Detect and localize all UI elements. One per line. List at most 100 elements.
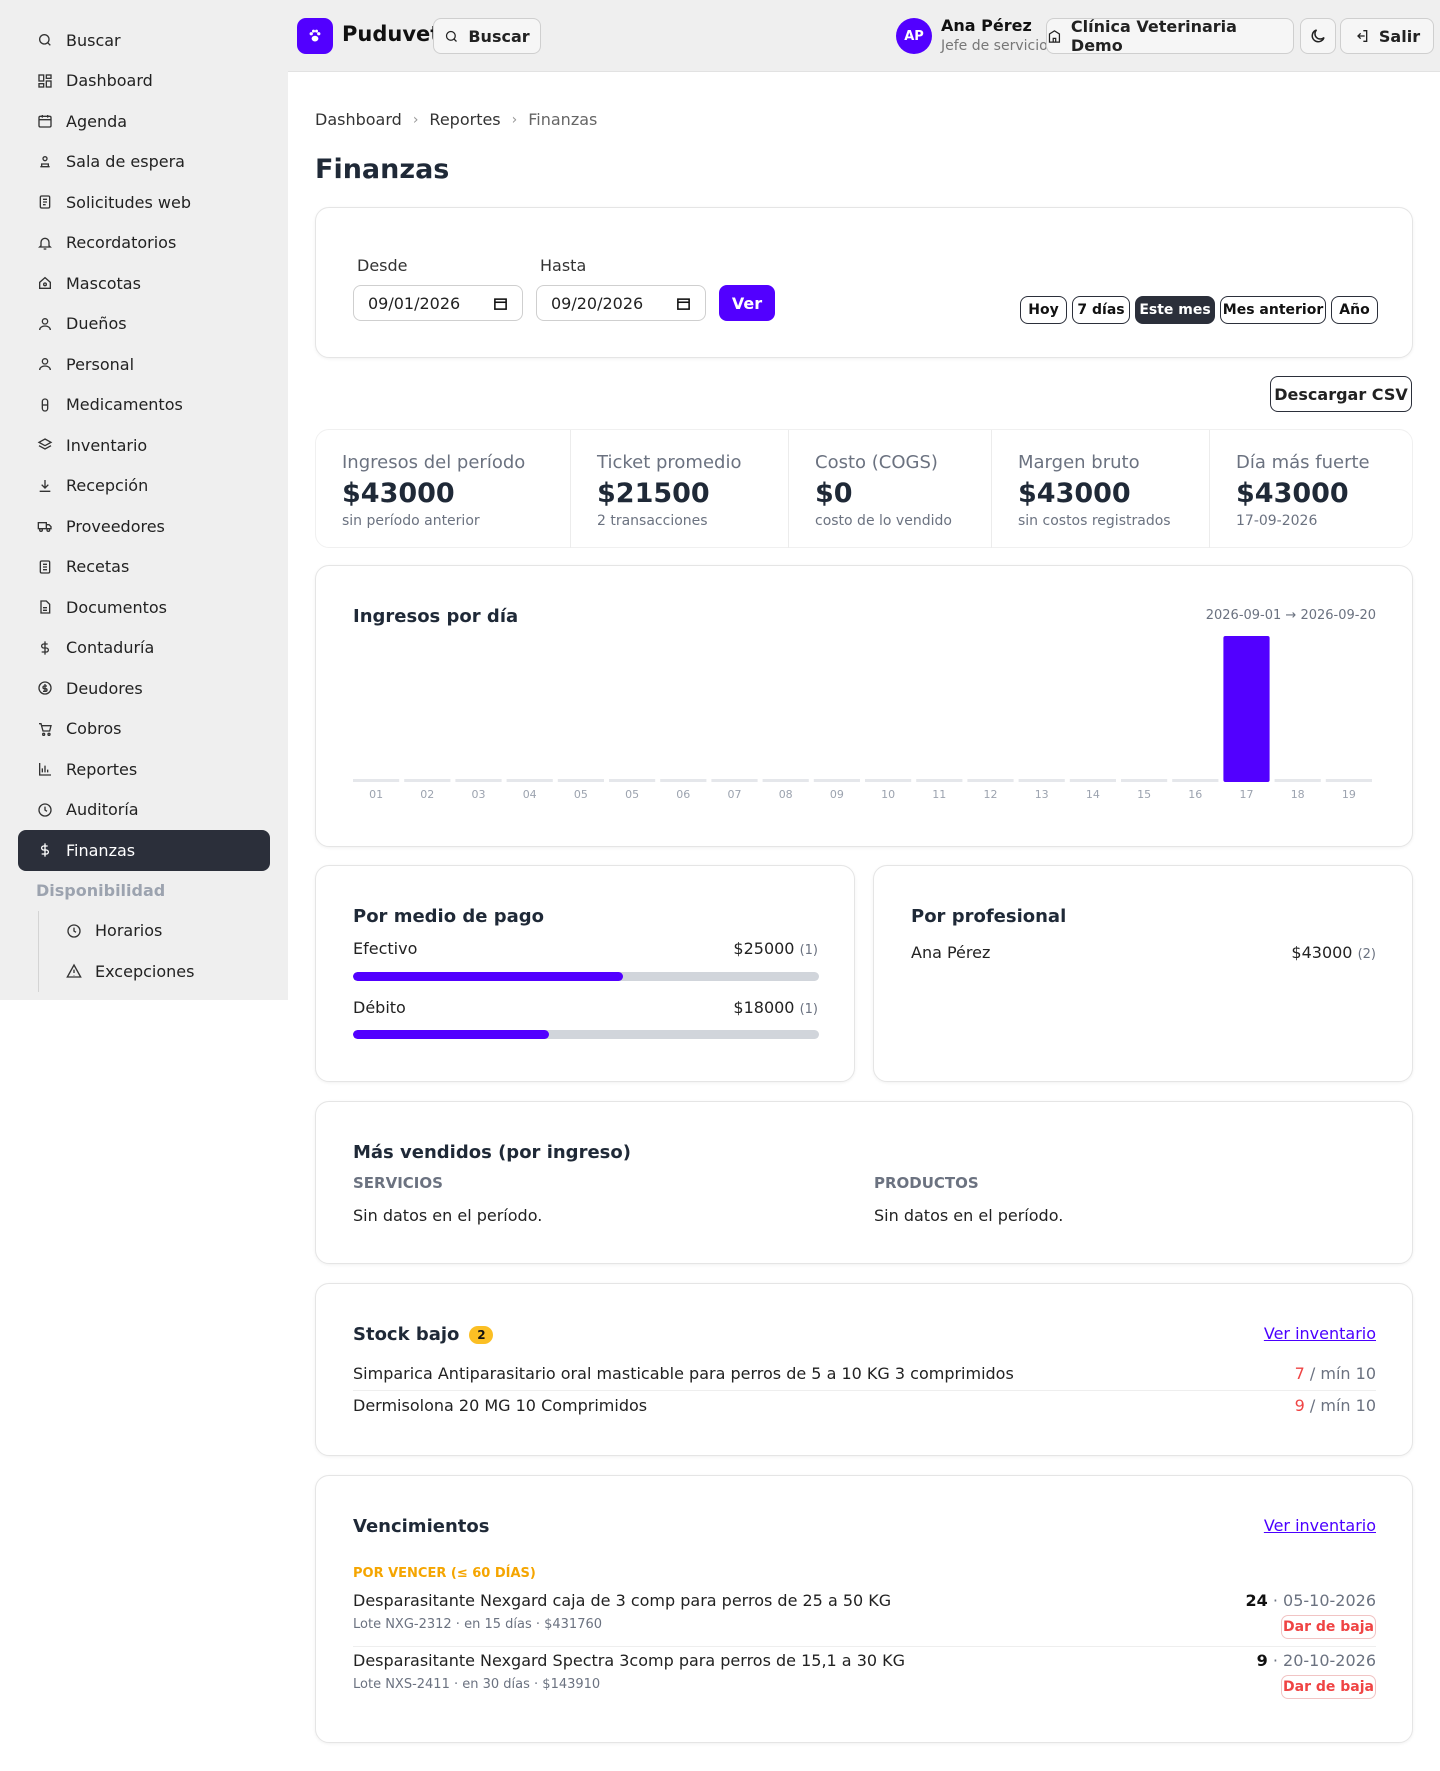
chart-bar [1274,779,1321,782]
stat-sub: sin período anterior [342,513,480,529]
sidebar-item-agenda[interactable]: Agenda [18,101,270,142]
sidebar-item-recetas[interactable]: Recetas [18,547,270,588]
date: · 20-10-2026 [1272,1651,1376,1670]
sidebar-item-solicitudes-web[interactable]: Solicitudes web [18,182,270,223]
sidebar-item-mascotas[interactable]: Mascotas [18,263,270,304]
stat-costo: Costo (COGS) $0 costo de lo vendido [789,430,992,548]
sidebar-item-recepcion[interactable]: Recepción [18,466,270,507]
sidebar-item-personal[interactable]: Personal [18,344,270,385]
sidebar-item-proveedores[interactable]: Proveedores [18,506,270,547]
sidebar-item-horarios[interactable]: Horarios [47,911,270,952]
sidebar-item-duenos[interactable]: Dueños [18,304,270,345]
stat-label: Ingresos del período [342,452,526,473]
apply-filter-button[interactable]: Ver [719,285,775,321]
sidebar-item-auditoria[interactable]: Auditoría [18,790,270,831]
date-filter-card: Desde 09/01/2026 Hasta 09/20/2026 Ver Ho… [315,207,1413,358]
cart-icon [36,720,54,738]
sidebar-item-cobros[interactable]: Cobros [18,709,270,750]
chart-bar [506,779,553,782]
breadcrumb-dashboard[interactable]: Dashboard [315,110,402,129]
amount: $25000 [733,939,795,958]
products-empty: Sin datos en el período. [874,1206,1064,1225]
payment-methods-title: Por medio de pago [353,906,544,927]
chart-tick-label: 10 [881,788,895,801]
kpi-stats-row: Ingresos del período $43000 sin período … [315,429,1413,548]
search-button[interactable]: Buscar [433,18,541,54]
preset-mes-anterior[interactable]: Mes anterior [1220,296,1326,324]
expiring-item-name: Desparasitante Nexgard caja de 3 comp pa… [353,1591,892,1610]
low-stock-count-badge: 2 [469,1326,494,1344]
requests-icon [36,193,54,211]
stat-value: $0 [815,478,853,509]
chart-tick-label: 17 [1240,788,1254,801]
qty: 24 [1245,1591,1268,1610]
sidebar-item-label: Personal [66,354,135,374]
clinic-selector[interactable]: Clínica Veterinaria Demo [1046,17,1294,55]
to-date-input[interactable]: 09/20/2026 [536,285,706,321]
search-button-label: Buscar [468,26,530,46]
chart-tick-label: 11 [932,788,946,801]
sidebar-item-label: Recetas [66,557,130,577]
sidebar-item-buscar[interactable]: Buscar [18,20,270,61]
chart-tick-label: 12 [984,788,998,801]
document-icon [36,598,54,616]
preset-hoy[interactable]: Hoy [1020,296,1067,324]
sidebar-subnav: Horarios Excepciones [38,910,270,992]
sidebar-item-label: Proveedores [66,516,165,536]
truck-icon [36,517,54,535]
payment-share-bar [353,972,819,981]
sidebar-section-disponibilidad: Disponibilidad [36,881,166,900]
sidebar-item-recordatorios[interactable]: Recordatorios [18,223,270,264]
theme-toggle-button[interactable] [1300,18,1336,54]
preset-7-dias[interactable]: 7 días [1072,296,1130,324]
warning-icon [65,962,83,980]
sidebar-item-contaduria[interactable]: Contaduría [18,628,270,669]
sidebar-item-label: Documentos [66,597,168,617]
stat-label: Costo (COGS) [815,452,938,473]
logout-button[interactable]: Salir [1340,18,1434,54]
expirations-card: Vencimientos Ver inventario POR VENCER (… [315,1475,1413,1743]
write-off-button[interactable]: Dar de baja [1281,1675,1376,1699]
sidebar-item-deudores[interactable]: Deudores [18,668,270,709]
sidebar-item-documentos[interactable]: Documentos [18,587,270,628]
sidebar-item-medicamentos[interactable]: Medicamentos [18,385,270,426]
services-label: SERVICIOS [353,1174,443,1192]
low-stock-item-name: Simparica Antiparasitario oral masticabl… [353,1364,1014,1383]
download-csv-button[interactable]: Descargar CSV [1270,376,1412,412]
payment-share-bar [353,1030,819,1039]
chart-tick-label: 07 [728,788,742,801]
qty: 9 [1294,1396,1305,1415]
sidebar-item-reportes[interactable]: Reportes [18,749,270,790]
stat-value: $43000 [1018,478,1131,509]
staff-icon [36,355,54,373]
sidebar-item-inventario[interactable]: Inventario [18,425,270,466]
write-off-button[interactable]: Dar de baja [1281,1615,1376,1639]
chart-bar [353,779,400,782]
medicine-icon [36,396,54,414]
clinic-name: Clínica Veterinaria Demo [1070,17,1237,55]
sidebar-item-label: Finanzas [66,840,136,860]
avatar[interactable]: AP [896,18,932,54]
view-inventory-link[interactable]: Ver inventario [1263,1516,1376,1535]
sidebar-item-label: Dueños [66,314,127,334]
sidebar-item-excepciones[interactable]: Excepciones [47,951,270,992]
revenue-by-day-card: Ingresos por día 2026-09-01 → 2026-09-20… [315,565,1413,847]
from-label: Desde [357,256,408,275]
top-sellers-title: Más vendidos (por ingreso) [353,1142,631,1163]
preset-este-mes[interactable]: Este mes [1135,296,1215,324]
sidebar-item-sala-de-espera[interactable]: Sala de espera [18,142,270,183]
stat-value: $21500 [597,478,710,509]
preset-ano[interactable]: Año [1331,296,1378,324]
breadcrumb-reportes[interactable]: Reportes [429,110,501,129]
payment-share-fill [353,1030,549,1039]
amount: $18000 [733,998,795,1017]
sidebar-item-dashboard[interactable]: Dashboard [18,61,270,102]
user-name: Ana Pérez [941,16,1032,35]
chart-bar [455,779,502,782]
calendar-icon [677,298,690,310]
sidebar-item-finanzas[interactable]: Finanzas [18,830,270,871]
view-inventory-link[interactable]: Ver inventario [1263,1324,1376,1343]
to-label: Hasta [540,256,587,275]
from-date-input[interactable]: 09/01/2026 [353,285,523,321]
sidebar-item-label: Agenda [66,111,128,131]
